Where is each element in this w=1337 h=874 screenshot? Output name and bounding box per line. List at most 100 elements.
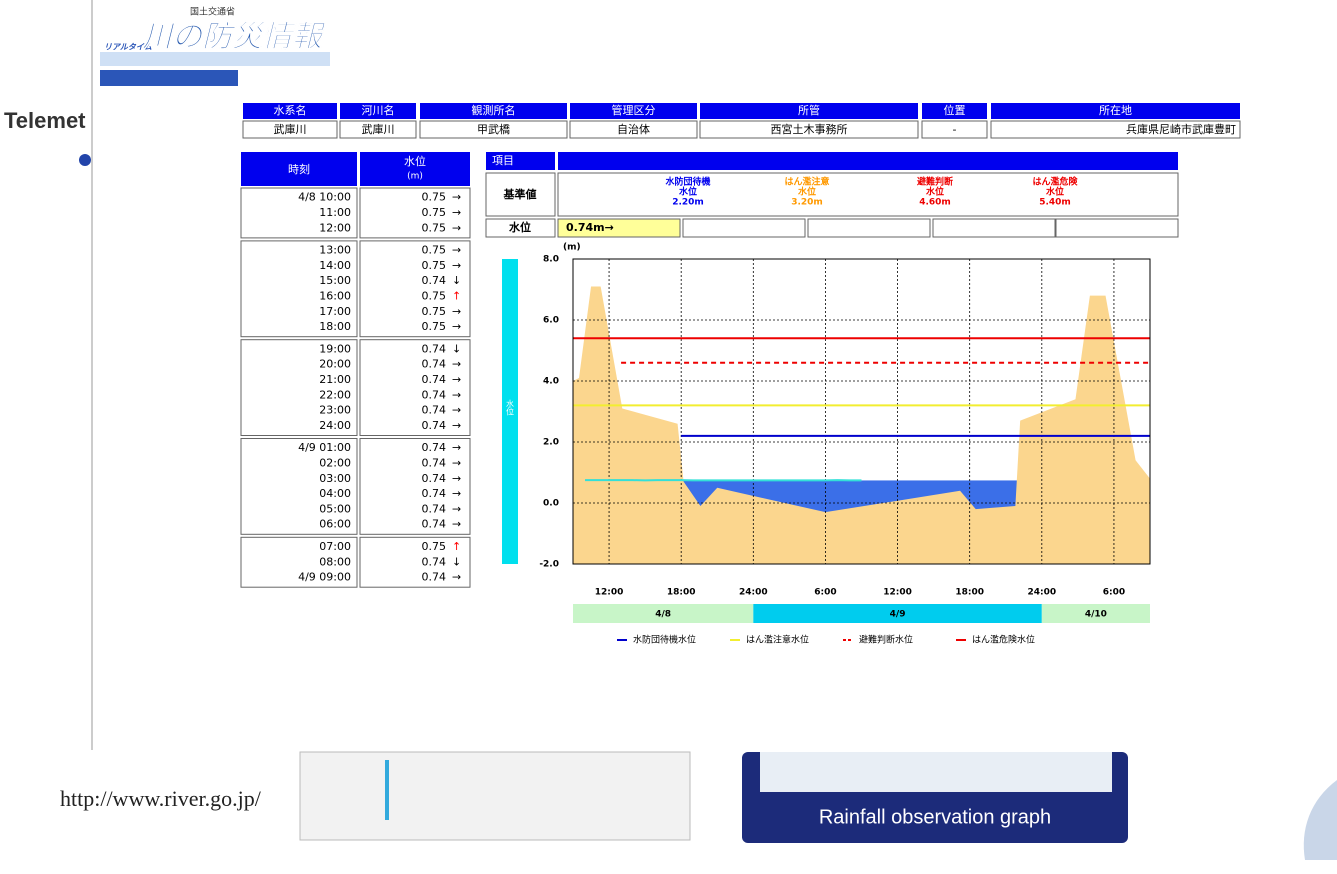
trend: → [452, 518, 461, 531]
level: 0.74 [422, 358, 447, 371]
x-tick-label: 6:00 [814, 588, 836, 598]
criteria-value: 4.60m [919, 198, 951, 208]
trend: ↑ [452, 540, 461, 553]
date-label: 4/10 [1085, 610, 1107, 620]
trend: → [452, 404, 461, 417]
time: 4/8 10:00 [298, 191, 351, 204]
y-tick-label: -2.0 [539, 560, 559, 570]
corner-decoration [1304, 780, 1337, 860]
level: 0.74 [422, 373, 447, 386]
trend: → [452, 502, 461, 515]
trend: → [452, 419, 461, 432]
trend: → [452, 221, 461, 234]
x-tick-label: 12:00 [595, 588, 624, 598]
current-level: 0.74m→ [566, 221, 614, 234]
cell-text: 武庫川 [362, 122, 395, 136]
time: 05:00 [319, 502, 351, 515]
level: 0.74 [422, 274, 447, 287]
cell-text: 武庫川 [274, 122, 307, 136]
logo-title: 川の防災情報 [141, 20, 326, 55]
criteria-sub: 水位 [798, 186, 816, 198]
legend-label: はん濫危険水位 [972, 634, 1035, 646]
level: 0.75 [422, 540, 447, 553]
time: 18:00 [319, 320, 351, 333]
cell [933, 219, 1055, 237]
legend-label: 避難判断水位 [859, 634, 913, 646]
y-label: 水位 [506, 399, 515, 416]
x-tick-label: 24:00 [739, 588, 768, 598]
level: 0.74 [422, 487, 447, 500]
trend: → [452, 571, 461, 584]
y-tick-label: 2.0 [543, 438, 559, 448]
criteria-name: はん濫注意 [784, 176, 829, 188]
x-tick-label: 18:00 [667, 588, 696, 598]
trend: ↓ [452, 342, 461, 355]
time: 06:00 [319, 518, 351, 531]
trend: → [452, 388, 461, 401]
cell [808, 219, 930, 237]
time: 20:00 [319, 358, 351, 371]
y-tick-label: 4.0 [543, 377, 559, 387]
trend: ↓ [452, 555, 461, 568]
level: 0.75 [422, 244, 447, 257]
header-text: 所管 [798, 103, 820, 117]
y-unit: (m) [563, 243, 581, 253]
time: 11:00 [319, 206, 351, 219]
level: 0.74 [422, 456, 447, 469]
x-tick-label: 12:00 [883, 588, 912, 598]
time: 16:00 [319, 289, 351, 302]
cell-text: 甲武橋 [477, 122, 510, 136]
trend: → [452, 358, 461, 371]
legend-label: はん濫注意水位 [746, 634, 809, 646]
time: 4/9 01:00 [298, 441, 351, 454]
criteria-name: 避難判断 [917, 176, 953, 188]
criteria-name: はん濫危険 [1032, 176, 1078, 188]
trend: → [452, 305, 461, 318]
trend: → [452, 259, 461, 272]
criteria-name: 水防団待機 [665, 176, 710, 188]
header-text: 位置 [944, 103, 966, 117]
header-text: 水位 [404, 154, 426, 168]
level: 0.75 [422, 305, 447, 318]
time: 03:00 [319, 472, 351, 485]
trend: → [452, 320, 461, 333]
x-tick-label: 24:00 [1027, 588, 1056, 598]
level: 0.74 [422, 502, 447, 515]
trend: → [452, 456, 461, 469]
trend: → [452, 441, 461, 454]
cell-text: 西宮土木事務所 [771, 122, 848, 136]
date-label: 4/8 [655, 610, 671, 620]
trend: → [452, 373, 461, 386]
level: 0.74 [422, 419, 447, 432]
level: 0.74 [422, 441, 447, 454]
level: 0.75 [422, 191, 447, 204]
time: 12:00 [319, 221, 351, 234]
footer-caption: Rainfall observation graph [819, 806, 1051, 828]
thumbnail-bar [385, 760, 389, 820]
cell-text: 自治体 [617, 122, 650, 136]
level: 0.75 [422, 259, 447, 272]
trend: ↑ [452, 289, 461, 302]
time: 23:00 [319, 404, 351, 417]
time: 04:00 [319, 487, 351, 500]
cell [1056, 219, 1178, 237]
level: 0.74 [422, 404, 447, 417]
bullet [79, 154, 91, 166]
x-tick-label: 18:00 [955, 588, 984, 598]
trend: → [452, 487, 461, 500]
criteria-value: 2.20m [672, 198, 704, 208]
logo-bar [100, 70, 238, 86]
level: 0.74 [422, 518, 447, 531]
page: Telemet 国土交通省 リアルタイム 川の防災情報 http://www.r… [0, 0, 1337, 874]
header-text: 管理区分 [612, 103, 656, 117]
time: 17:00 [319, 305, 351, 318]
criteria-sub: 水位 [1046, 186, 1064, 198]
header-text: 所在地 [1099, 104, 1132, 117]
criteria-sub: 水位 [926, 186, 944, 198]
criteria-value: 5.40m [1039, 198, 1071, 208]
footer-url: http://www.river.go.jp/ [60, 786, 262, 811]
time: 21:00 [319, 373, 351, 386]
time: 08:00 [319, 555, 351, 568]
time: 22:00 [319, 388, 351, 401]
side-text: Telemet [4, 108, 86, 133]
